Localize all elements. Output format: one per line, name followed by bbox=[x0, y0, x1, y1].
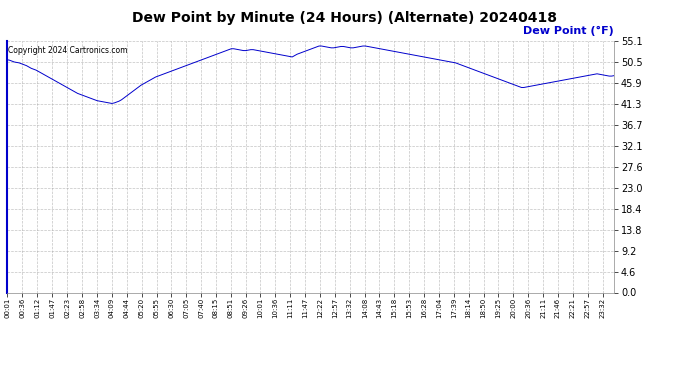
Text: Dew Point by Minute (24 Hours) (Alternate) 20240418: Dew Point by Minute (24 Hours) (Alternat… bbox=[132, 11, 558, 25]
Text: Dew Point (°F): Dew Point (°F) bbox=[523, 26, 614, 36]
Text: Copyright 2024 Cartronics.com: Copyright 2024 Cartronics.com bbox=[8, 46, 128, 55]
